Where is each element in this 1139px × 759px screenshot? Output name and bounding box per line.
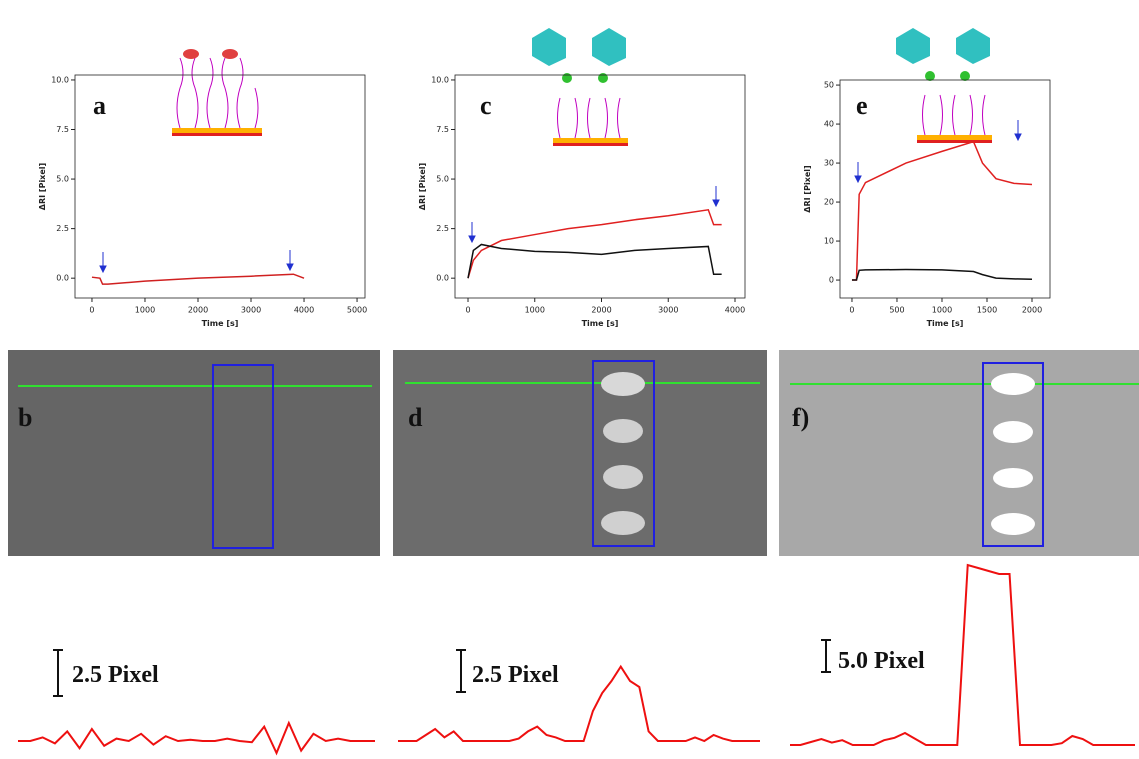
plot-frame: [839, 79, 1051, 299]
x-tick-label: 500: [889, 306, 904, 315]
y-tick-label: 2.5: [436, 224, 449, 233]
x-tick-label: 1000: [525, 306, 545, 315]
y-axis-label: ΔRI [Pixel]: [803, 165, 812, 212]
y-tick-label: 10: [824, 237, 834, 246]
panel-letter: e: [856, 91, 868, 120]
image-d: [393, 350, 767, 556]
data-line: [851, 268, 1033, 281]
scale-label: 2.5 Pixel: [72, 662, 159, 688]
x-tick-label: 1000: [135, 306, 155, 315]
x-tick-label: 0: [89, 306, 94, 315]
data-line: [467, 208, 722, 279]
plot-frame: [74, 74, 366, 299]
scale-label: 2.5 Pixel: [472, 662, 559, 688]
y-tick-label: 10.0: [431, 75, 449, 84]
x-tick-label: 1000: [932, 306, 952, 315]
y-tick-label: 2.5: [56, 224, 69, 233]
y-tick-label: 30: [824, 159, 834, 168]
y-tick-label: 0.0: [56, 274, 69, 283]
y-tick-label: 20: [824, 198, 834, 207]
profile-line: [790, 563, 1135, 746]
icon-a: [172, 49, 262, 136]
y-tick-label: 50: [824, 81, 834, 90]
image-f: [779, 350, 1139, 556]
arrows: [99, 120, 1022, 274]
x-tick-label: 3000: [241, 306, 261, 315]
data-line: [467, 243, 722, 279]
data-line: [851, 140, 1033, 281]
y-tick-label: 7.5: [436, 125, 449, 134]
profile-line: [18, 720, 375, 756]
x-tick-label: 0: [849, 306, 854, 315]
icon-c: [532, 28, 628, 146]
y-tick-label: 40: [824, 120, 834, 129]
panel-letter: f): [792, 403, 809, 432]
image-b: [8, 350, 380, 556]
panel-letter: c: [480, 91, 492, 120]
x-tick-label: 2000: [591, 306, 611, 315]
x-tick-label: 5000: [347, 306, 367, 315]
y-tick-label: 5.0: [56, 175, 69, 184]
y-tick-label: 0: [829, 276, 834, 285]
icon-e: [896, 28, 992, 143]
x-tick-label: 2000: [1022, 306, 1042, 315]
y-tick-label: 0.0: [436, 274, 449, 283]
x-axis-label: Time [s]: [582, 319, 619, 328]
y-axis-label: ΔRI [Pixel]: [418, 163, 427, 210]
x-tick-label: 0: [465, 306, 470, 315]
x-tick-label: 3000: [658, 306, 678, 315]
x-tick-label: 4000: [725, 306, 745, 315]
profile-line: [398, 664, 760, 743]
x-axis-label: Time [s]: [202, 319, 239, 328]
data-line: [91, 273, 305, 285]
panel-letter: b: [18, 403, 32, 432]
x-tick-label: 1500: [977, 306, 997, 315]
y-tick-label: 7.5: [56, 125, 69, 134]
x-axis-label: Time [s]: [927, 319, 964, 328]
y-axis-label: ΔRI [Pixel]: [38, 163, 47, 210]
scale-bars: [53, 639, 831, 697]
y-tick-label: 10.0: [51, 75, 69, 84]
plot-frame: [454, 74, 746, 299]
x-tick-label: 2000: [188, 306, 208, 315]
scale-label: 5.0 Pixel: [838, 648, 925, 674]
panel-letter: d: [408, 403, 423, 432]
x-tick-label: 4000: [294, 306, 314, 315]
panel-letter: a: [93, 91, 106, 120]
y-tick-label: 5.0: [436, 175, 449, 184]
